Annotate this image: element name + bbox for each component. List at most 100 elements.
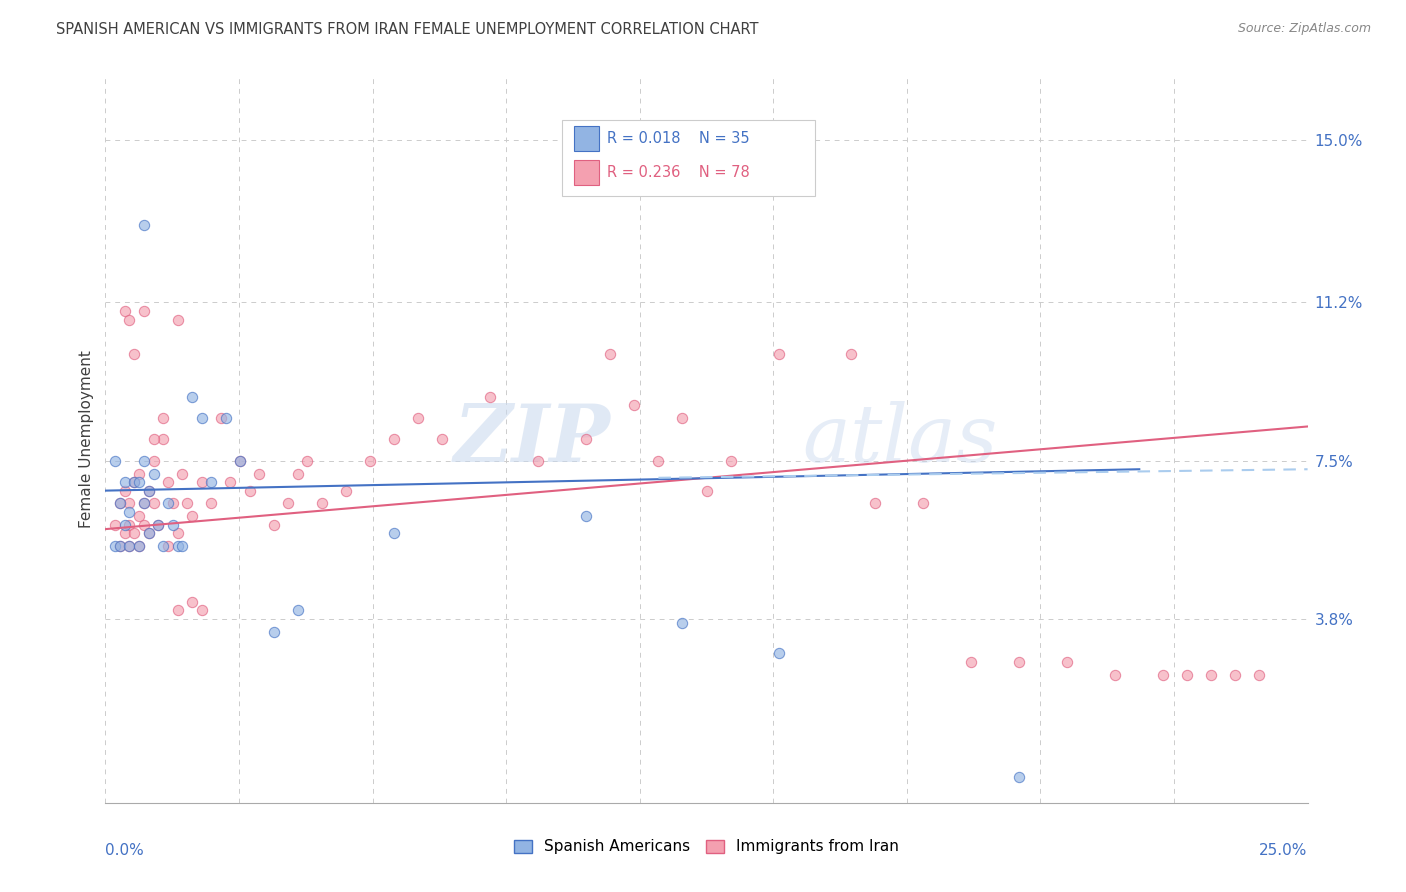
- Point: [263, 517, 285, 532]
- Point: [138, 483, 160, 498]
- Point: [114, 475, 136, 489]
- Point: [156, 475, 179, 489]
- Point: [479, 390, 502, 404]
- Point: [118, 505, 141, 519]
- Point: [359, 453, 381, 467]
- Point: [527, 453, 550, 467]
- Point: [108, 539, 131, 553]
- Text: ZIP: ZIP: [454, 401, 610, 478]
- Point: [166, 539, 188, 553]
- Point: [162, 496, 184, 510]
- Point: [181, 390, 204, 404]
- Point: [1201, 667, 1223, 681]
- Point: [219, 475, 242, 489]
- Point: [190, 411, 212, 425]
- Point: [647, 453, 669, 467]
- Point: [839, 347, 862, 361]
- Point: [406, 411, 429, 425]
- Point: [181, 595, 204, 609]
- Point: [277, 496, 299, 510]
- Point: [124, 347, 146, 361]
- Point: [114, 304, 136, 318]
- Point: [247, 467, 270, 481]
- Text: R = 0.236    N = 78: R = 0.236 N = 78: [607, 165, 751, 179]
- Point: [132, 304, 155, 318]
- Point: [176, 496, 198, 510]
- Text: R = 0.018    N = 35: R = 0.018 N = 35: [607, 131, 749, 145]
- Point: [108, 539, 131, 553]
- Point: [335, 483, 357, 498]
- Text: SPANISH AMERICAN VS IMMIGRANTS FROM IRAN FEMALE UNEMPLOYMENT CORRELATION CHART: SPANISH AMERICAN VS IMMIGRANTS FROM IRAN…: [56, 22, 759, 37]
- Point: [166, 603, 188, 617]
- Point: [128, 509, 150, 524]
- Point: [108, 496, 131, 510]
- Point: [200, 475, 222, 489]
- Point: [132, 219, 155, 233]
- Point: [575, 509, 598, 524]
- Point: [720, 453, 742, 467]
- Point: [239, 483, 262, 498]
- Point: [382, 526, 405, 541]
- Point: [128, 467, 150, 481]
- Text: 25.0%: 25.0%: [1260, 843, 1308, 858]
- Point: [1175, 667, 1198, 681]
- Point: [696, 483, 718, 498]
- Point: [142, 467, 165, 481]
- Point: [114, 526, 136, 541]
- Y-axis label: Female Unemployment: Female Unemployment: [79, 351, 94, 528]
- Point: [768, 347, 790, 361]
- Point: [148, 517, 170, 532]
- Point: [311, 496, 333, 510]
- Point: [118, 539, 141, 553]
- Point: [671, 411, 693, 425]
- Point: [190, 475, 212, 489]
- Point: [104, 517, 127, 532]
- Point: [671, 616, 693, 631]
- Point: [1225, 667, 1247, 681]
- Point: [132, 517, 155, 532]
- Point: [152, 411, 174, 425]
- Legend: Spanish Americans, Immigrants from Iran: Spanish Americans, Immigrants from Iran: [508, 833, 905, 861]
- Point: [142, 453, 165, 467]
- Point: [863, 496, 886, 510]
- Point: [162, 517, 184, 532]
- Point: [172, 467, 194, 481]
- Point: [1008, 655, 1031, 669]
- Point: [960, 655, 983, 669]
- Point: [1104, 667, 1126, 681]
- Point: [190, 603, 212, 617]
- Point: [104, 453, 127, 467]
- Point: [382, 433, 405, 447]
- Point: [166, 312, 188, 326]
- Point: [156, 496, 179, 510]
- Point: [128, 475, 150, 489]
- Point: [138, 526, 160, 541]
- Text: atlas: atlas: [803, 401, 998, 478]
- Text: Source: ZipAtlas.com: Source: ZipAtlas.com: [1237, 22, 1371, 36]
- Point: [108, 496, 131, 510]
- Point: [263, 624, 285, 639]
- Point: [181, 509, 204, 524]
- Point: [132, 496, 155, 510]
- Point: [142, 433, 165, 447]
- Point: [297, 453, 319, 467]
- Point: [575, 433, 598, 447]
- Point: [124, 475, 146, 489]
- Point: [209, 411, 232, 425]
- Point: [118, 539, 141, 553]
- Point: [430, 433, 453, 447]
- Point: [148, 517, 170, 532]
- Point: [768, 646, 790, 660]
- Point: [132, 496, 155, 510]
- Point: [114, 483, 136, 498]
- Point: [118, 496, 141, 510]
- Point: [118, 312, 141, 326]
- Point: [229, 453, 252, 467]
- Point: [114, 517, 136, 532]
- Point: [104, 539, 127, 553]
- Point: [124, 475, 146, 489]
- Point: [166, 526, 188, 541]
- Point: [1249, 667, 1271, 681]
- Point: [599, 347, 621, 361]
- Point: [214, 411, 236, 425]
